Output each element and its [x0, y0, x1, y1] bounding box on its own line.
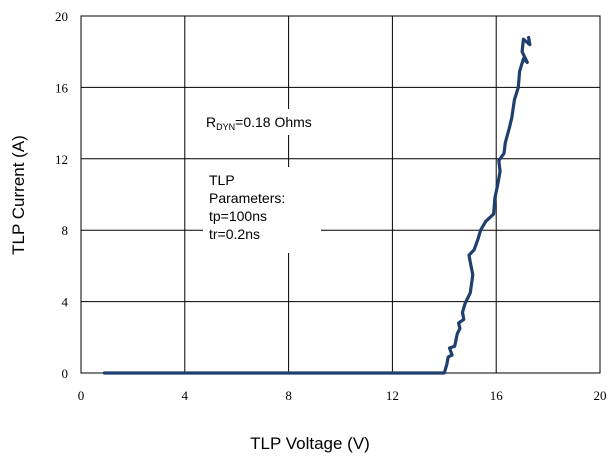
- x-tick-label: 4: [182, 388, 189, 403]
- y-axis-title: TLP Current (A): [9, 135, 28, 255]
- x-tick-label: 20: [594, 388, 607, 403]
- series-line: [102, 35, 532, 375]
- grid: [81, 16, 600, 373]
- annotation-rdyn-bg: [203, 109, 345, 135]
- annotation-params-line-3: tp=100ns: [209, 208, 267, 224]
- annotation-rdyn: RDYN=0.18 Ohms: [206, 114, 312, 132]
- x-axis-title: TLP Voltage (V): [250, 434, 370, 453]
- plot-area: [80, 15, 601, 374]
- x-tick-label: 16: [490, 388, 504, 403]
- y-tick-label: 16: [55, 80, 69, 95]
- y-tick-label: 12: [55, 152, 68, 167]
- y-tick-labels: 0 4 8 12 16 20: [55, 9, 69, 381]
- x-tick-labels: 0 4 8 12 16 20: [78, 388, 607, 403]
- y-tick-label: 4: [62, 295, 69, 310]
- x-tick-label: 12: [386, 388, 399, 403]
- x-tick-label: 0: [78, 388, 85, 403]
- y-tick-label: 0: [62, 366, 69, 381]
- annotation-params-line-1: TLP: [209, 172, 235, 188]
- annotation-params-line-2: Parameters:: [209, 190, 285, 206]
- annotation-params-bg: [203, 167, 321, 253]
- y-tick-label: 8: [62, 223, 69, 238]
- annotation-params-line-4: tr=0.2ns: [209, 226, 260, 242]
- y-tick-label: 20: [55, 9, 68, 24]
- x-tick-label: 8: [285, 388, 292, 403]
